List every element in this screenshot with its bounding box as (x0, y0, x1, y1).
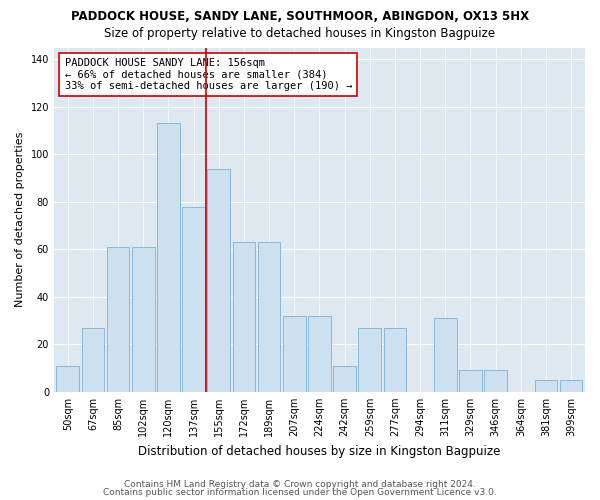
Bar (560, 380, 583, 392)
Bar (459, 370, 482, 392)
Bar (56, 366, 79, 392)
Bar (308, 316, 331, 392)
Bar (82, 328, 104, 392)
X-axis label: Distribution of detached houses by size in Kingston Bagpuize: Distribution of detached houses by size … (138, 444, 500, 458)
Text: Size of property relative to detached houses in Kingston Bagpuize: Size of property relative to detached ho… (104, 28, 496, 40)
Bar (208, 168, 230, 392)
Text: Contains HM Land Registry data © Crown copyright and database right 2024.: Contains HM Land Registry data © Crown c… (124, 480, 476, 489)
Bar (358, 328, 381, 392)
Bar (132, 247, 155, 392)
Bar (157, 124, 180, 392)
Bar (484, 370, 507, 392)
Bar (258, 242, 280, 392)
Bar (233, 242, 255, 392)
Y-axis label: Number of detached properties: Number of detached properties (15, 132, 25, 308)
Bar (535, 380, 557, 392)
Bar (434, 318, 457, 392)
Text: Contains public sector information licensed under the Open Government Licence v3: Contains public sector information licen… (103, 488, 497, 497)
Text: PADDOCK HOUSE, SANDY LANE, SOUTHMOOR, ABINGDON, OX13 5HX: PADDOCK HOUSE, SANDY LANE, SOUTHMOOR, AB… (71, 10, 529, 23)
Bar (334, 366, 356, 392)
Bar (283, 316, 305, 392)
Bar (383, 328, 406, 392)
Bar (107, 247, 130, 392)
Text: PADDOCK HOUSE SANDY LANE: 156sqm
← 66% of detached houses are smaller (384)
33% : PADDOCK HOUSE SANDY LANE: 156sqm ← 66% o… (65, 58, 352, 91)
Bar (182, 206, 205, 392)
